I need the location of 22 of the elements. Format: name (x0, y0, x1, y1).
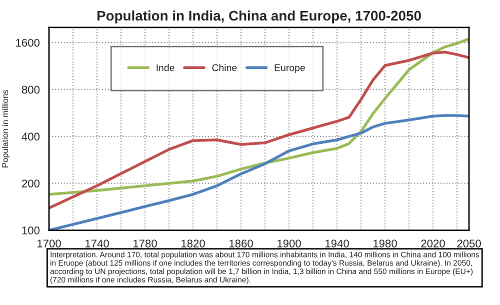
x-tick-label: 2020 (421, 240, 445, 248)
legend-label: Europe (274, 64, 305, 74)
x-tick-label: 1860 (229, 240, 253, 248)
legend-label: Chine (212, 64, 237, 72)
y-tick-label: 1600 (16, 38, 40, 47)
y-tick-label: 400 (22, 132, 40, 141)
y-tick-label: 200 (22, 180, 40, 188)
x-tick-label: 1740 (85, 240, 109, 248)
x-tick-label: 1700 (37, 240, 61, 248)
x-tick-label: 1940 (325, 240, 349, 248)
chart-title: Population in India, China and Europe, 1700-2050 (97, 10, 421, 24)
x-tick-label: 1900 (277, 240, 301, 248)
y-tick-label: 100 (22, 226, 40, 234)
line-series (49, 50, 469, 210)
legend-label: Inde (156, 64, 174, 72)
line-series (49, 37, 469, 196)
x-tick-label: 1980 (373, 240, 397, 248)
y-tick-label: 800 (22, 86, 40, 94)
x-tick-label: 1820 (181, 240, 205, 248)
y-axis-title: Population in millions (2, 90, 10, 168)
x-tick-label: 2050 (457, 240, 481, 248)
x-tick-label: 1780 (133, 240, 157, 248)
